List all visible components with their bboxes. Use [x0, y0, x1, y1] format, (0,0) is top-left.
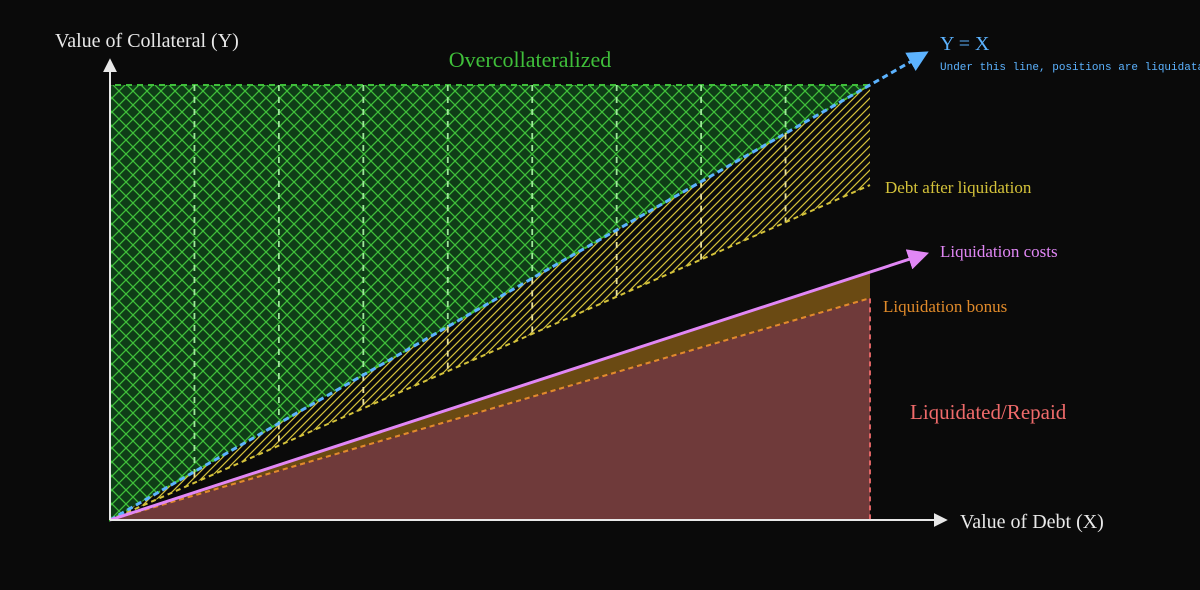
x-axis-label: Value of Debt (X) [960, 511, 1104, 533]
label-y-equals-x-sub: Under this line, positions are liquidata… [940, 62, 1200, 74]
label-y-equals-x: Y = X [940, 33, 990, 55]
label-overcollateralized: Overcollateralized [449, 47, 611, 72]
liquidation-chart: Value of Collateral (Y) Value of Debt (X)… [0, 0, 1200, 590]
y-axis-label: Value of Collateral (Y) [55, 30, 239, 52]
label-liquidated-repaid: Liquidated/Repaid [910, 400, 1067, 424]
label-liq-costs: Liquidation costs [940, 242, 1058, 261]
label-debt-after: Debt after liquidation [885, 178, 1032, 197]
label-liq-bonus: Liquidation bonus [883, 297, 1007, 316]
